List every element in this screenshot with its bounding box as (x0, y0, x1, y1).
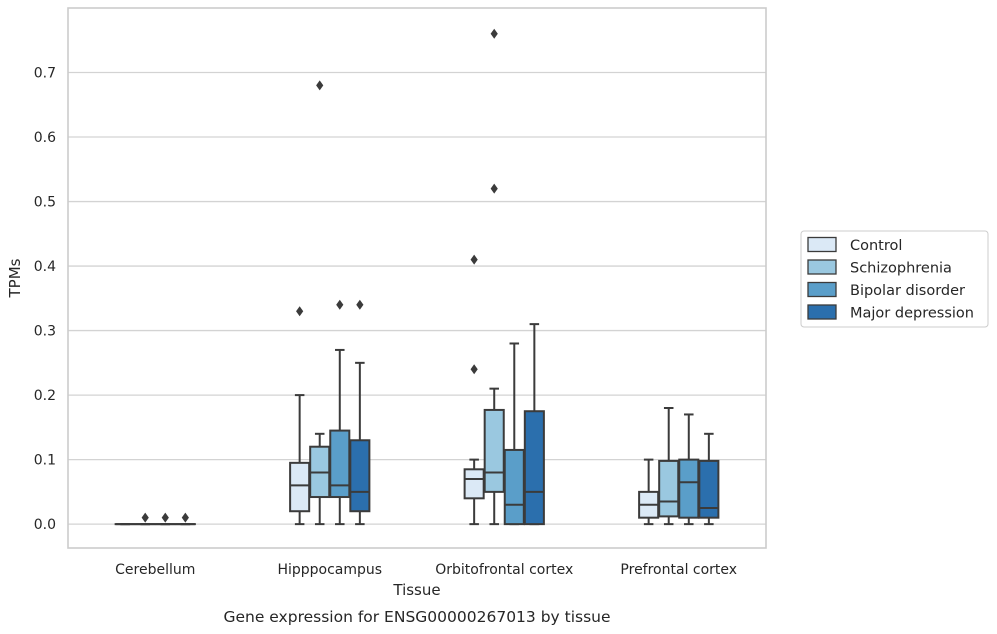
legend-label: Bipolar disorder (850, 283, 965, 299)
box-body (483, 408, 505, 493)
y-axis-label: TPMs (6, 258, 24, 298)
x-tick-label: Hipppocampus (277, 562, 382, 578)
outlier-point (161, 512, 169, 523)
box-control (638, 458, 660, 526)
x-tick-label: Prefrontal cortex (620, 562, 737, 578)
outlier-point (181, 512, 189, 523)
y-tick-label: 0.3 (34, 324, 56, 340)
boxes (114, 28, 720, 526)
legend-swatch (807, 281, 837, 298)
box-body (698, 459, 720, 519)
y-tick-label: 0.0 (34, 517, 56, 533)
box-body (463, 468, 485, 500)
box-bipolar-disorder (154, 512, 176, 526)
box-bipolar-disorder (503, 342, 525, 526)
legend-swatch (807, 236, 837, 253)
box-bipolar-disorder (329, 299, 351, 526)
box-schizophrenia (134, 512, 156, 526)
box-major-depression (698, 432, 720, 526)
outlier-point (316, 80, 324, 91)
y-tick-label: 0.1 (34, 453, 56, 469)
box-body (289, 461, 311, 513)
box-body (329, 429, 351, 499)
box-control (463, 254, 485, 526)
box-body (658, 459, 680, 518)
outlier-point (470, 364, 478, 375)
box-body (349, 439, 371, 513)
box-body (523, 410, 545, 526)
y-tick-label: 0.7 (34, 66, 56, 82)
plot-background (68, 8, 766, 548)
legend: Control Schizophrenia Bipolar disorder Majo… (800, 230, 989, 328)
outlier-point (490, 28, 498, 39)
x-tick-label: Orbitofrontal cortex (435, 562, 573, 578)
legend-swatch (807, 259, 837, 275)
box-major-depression (349, 299, 371, 526)
x-axis-label: Tissue (392, 581, 440, 599)
legend-swatch (807, 304, 837, 320)
figure-caption: Gene expression for ENSG00000267013 by t… (223, 608, 610, 626)
box-schizophrenia (483, 28, 505, 526)
box-bipolar-disorder (678, 413, 700, 526)
box-body (503, 448, 525, 526)
legend-frame (800, 230, 989, 328)
outlier-point (490, 183, 498, 194)
outlier-point (336, 299, 344, 310)
legend-label: Control (850, 238, 902, 254)
y-tick-label: 0.5 (34, 195, 56, 211)
legend-label: Schizophrenia (850, 261, 952, 277)
outlier-point (470, 254, 478, 265)
x-ticks: Cerebellum Hipppocampus Orbitofrontal cort… (115, 562, 737, 578)
box-schizophrenia (309, 80, 331, 526)
outlier-point (356, 299, 364, 310)
outlier-point (141, 512, 149, 523)
box-body (678, 458, 700, 519)
plot-frame (67, 7, 767, 549)
outlier-point (296, 306, 304, 317)
legend-label: Major depression (850, 306, 974, 322)
box-major-depression (523, 323, 545, 526)
y-ticks: 0.0 0.1 0.2 0.3 0.4 0.5 0.6 0.7 (34, 66, 56, 534)
box-major-depression (174, 512, 196, 526)
box-schizophrenia (658, 407, 680, 526)
y-tick-label: 0.6 (34, 130, 56, 146)
x-tick-label: Cerebellum (115, 562, 195, 578)
y-tick-label: 0.4 (34, 259, 56, 275)
box-control (289, 306, 311, 526)
y-tick-label: 0.2 (34, 388, 56, 404)
